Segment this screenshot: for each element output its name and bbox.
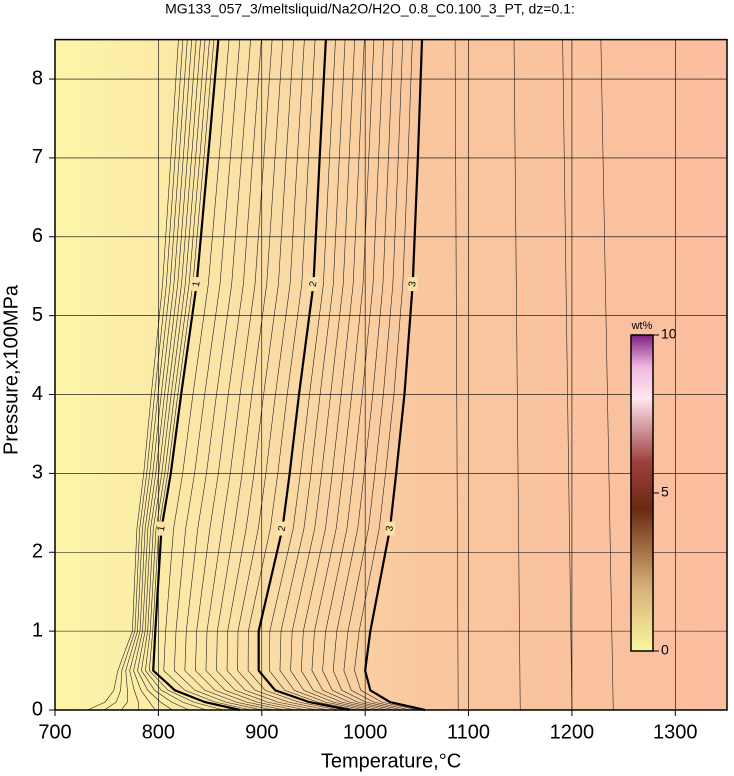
- minor-contour: [237, 39, 328, 711]
- minor-contour: [332, 39, 403, 711]
- minor-contour: [269, 39, 358, 711]
- x-tick-label: 1000: [343, 721, 388, 743]
- minor-contour: [184, 39, 273, 711]
- contour-label: 2: [308, 280, 320, 288]
- y-tick-label: 0: [32, 698, 43, 720]
- y-tick-label: 4: [32, 383, 43, 405]
- contour-label-bg: [277, 521, 288, 536]
- minor-contour: [104, 39, 184, 711]
- contour-label: 1: [191, 280, 203, 288]
- minor-contour: [133, 39, 197, 711]
- y-tick-label: 7: [32, 146, 43, 168]
- minor-contour: [247, 39, 339, 711]
- y-tick-label: 8: [32, 67, 43, 89]
- y-tick-label: 6: [32, 225, 43, 247]
- chart-title: MG133_057_3/meltsliquid/Na2O/H2O_0.8_C0.…: [165, 1, 575, 17]
- contour-label: 1: [156, 524, 168, 532]
- minor-contour: [300, 39, 380, 711]
- contour-label: 3: [407, 280, 419, 288]
- minor-contour: [141, 39, 206, 711]
- x-tick-label: 1200: [550, 721, 595, 743]
- x-tick-label: 900: [245, 721, 278, 743]
- minor-contour: [121, 39, 188, 711]
- contour-label-bg: [308, 277, 319, 292]
- x-tick-label: 1100: [447, 721, 490, 743]
- y-axis-label: Pressure,x100MPa: [0, 284, 22, 455]
- minor-contour: [87, 39, 179, 711]
- minor-contour: [137, 39, 201, 711]
- minor-contour: [322, 39, 395, 711]
- minor-contour: [195, 39, 284, 711]
- minor-contour: [205, 39, 295, 711]
- minor-contour: [145, 39, 210, 711]
- x-tick-label: 1300: [653, 721, 698, 743]
- colorbar: [630, 334, 654, 652]
- minor-contour: [600, 39, 614, 711]
- minor-contour: [129, 39, 193, 711]
- minor-contour: [216, 39, 306, 711]
- y-tick-label: 3: [32, 462, 43, 484]
- minor-contour: [279, 39, 365, 711]
- minor-contour: [343, 39, 411, 711]
- contour-label-bg: [156, 521, 167, 536]
- minor-contour: [163, 39, 252, 711]
- y-tick-label: 5: [32, 304, 43, 326]
- colorbar-tick-label: 10: [661, 326, 677, 342]
- minor-contour: [290, 39, 373, 711]
- x-tick-label: 800: [142, 721, 175, 743]
- minor-contour: [354, 39, 418, 711]
- colorbar-tick-label: 5: [661, 484, 669, 500]
- contour-label-bg: [191, 277, 202, 292]
- contour-label: 2: [277, 524, 289, 532]
- y-tick-label: 2: [32, 541, 43, 563]
- contour-label-bg: [384, 521, 395, 536]
- minor-contour: [226, 39, 317, 711]
- minor-contour: [454, 39, 459, 711]
- minor-contour: [513, 39, 521, 711]
- y-tick-label: 1: [32, 619, 43, 641]
- colorbar-tick-label: 0: [661, 642, 669, 658]
- minor-contour: [174, 39, 263, 711]
- x-tick-label: 700: [38, 721, 71, 743]
- contour-label-bg: [407, 277, 418, 292]
- x-axis-label: Temperature,°C: [321, 750, 461, 772]
- colorbar-label: wt%: [631, 320, 653, 332]
- plot-frame: [54, 38, 728, 711]
- contour-label: 3: [384, 524, 396, 532]
